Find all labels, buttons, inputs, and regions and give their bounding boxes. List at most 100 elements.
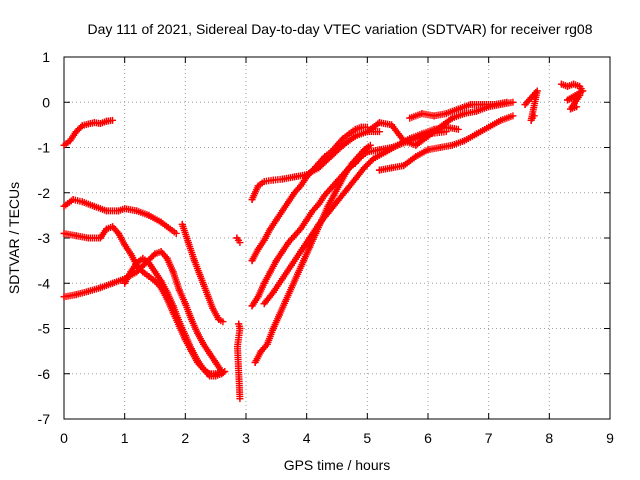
data-point [163, 288, 171, 296]
data-point [236, 239, 244, 247]
data-point [206, 349, 214, 357]
data-point [375, 119, 383, 127]
data-point [60, 229, 68, 237]
data-point [324, 209, 332, 217]
data-point [278, 248, 286, 256]
data-point [248, 257, 256, 265]
data-point [166, 225, 174, 233]
data-point [248, 196, 256, 204]
data-point [342, 186, 350, 194]
data-point [272, 257, 280, 265]
data-point [454, 125, 462, 133]
data-point [269, 288, 277, 296]
axis-ticks [63, 56, 611, 420]
data-point [260, 300, 268, 308]
data-point [121, 279, 129, 287]
data-point [102, 225, 110, 233]
data-point [366, 141, 374, 149]
data-point [187, 315, 195, 323]
data-points [60, 80, 587, 403]
data-point [303, 173, 311, 181]
data-point [360, 164, 368, 172]
data-point [275, 311, 283, 319]
data-point [424, 132, 432, 140]
data-point [564, 82, 572, 90]
y-tick-label: -6 [38, 366, 51, 382]
data-point [115, 229, 123, 237]
data-point [184, 239, 192, 247]
series-track-5 [121, 254, 229, 380]
data-point [72, 232, 80, 240]
series-track-9 [248, 123, 371, 265]
data-point [66, 137, 74, 145]
y-tick-label: -3 [38, 230, 51, 246]
series-track-11 [251, 141, 374, 366]
data-point [121, 205, 129, 213]
series-track-7 [233, 234, 244, 403]
data-point [530, 112, 538, 120]
data-point [157, 277, 165, 285]
data-point [84, 120, 92, 128]
data-point [497, 116, 505, 124]
data-point [181, 300, 189, 308]
data-point [215, 315, 223, 323]
series-track-1 [60, 116, 117, 149]
data-point [321, 153, 329, 161]
series-track-3 [60, 248, 226, 375]
data-point [436, 144, 444, 151]
data-point [72, 291, 80, 299]
data-point [557, 80, 565, 88]
data-point [151, 250, 159, 258]
data-point [460, 110, 468, 118]
data-point [175, 286, 183, 294]
data-point [448, 141, 456, 149]
data-point [272, 216, 280, 224]
data-point [266, 268, 274, 276]
data-point [573, 103, 581, 111]
data-point [509, 112, 517, 120]
data-point [181, 331, 189, 339]
data-point [368, 156, 376, 164]
series-track-17 [557, 80, 587, 113]
data-point [281, 297, 289, 305]
y-tick-label: -2 [38, 185, 51, 201]
data-point [418, 110, 426, 118]
data-point [412, 153, 420, 161]
data-point [412, 141, 420, 149]
data-point [234, 343, 242, 351]
series-track-2 [60, 196, 180, 237]
data-point [157, 218, 165, 226]
y-axis-label: SDTVAR / TECUs [6, 182, 22, 294]
data-point [278, 207, 286, 215]
data-point [375, 166, 383, 174]
data-point [288, 261, 295, 269]
data-point [351, 132, 359, 140]
data-point [306, 243, 314, 251]
y-tick-label: -1 [38, 140, 51, 156]
data-point [400, 137, 408, 145]
data-point [145, 259, 153, 267]
x-tick-label: 0 [60, 430, 68, 446]
data-point [491, 101, 499, 109]
data-point [345, 130, 353, 138]
data-point [327, 184, 335, 192]
data-point [339, 134, 347, 142]
data-point [330, 191, 338, 199]
data-point [96, 234, 104, 242]
data-point [303, 216, 311, 224]
data-point [436, 123, 444, 131]
data-point [473, 130, 481, 138]
data-point [339, 141, 347, 149]
data-point [394, 141, 402, 149]
data-point [139, 254, 147, 262]
data-point [466, 101, 474, 109]
data-point [219, 369, 227, 377]
data-point [348, 159, 356, 167]
data-point [254, 245, 262, 253]
data-point [363, 128, 371, 136]
data-point [284, 239, 292, 247]
data-point [327, 148, 335, 156]
data-point [297, 182, 305, 190]
series-track-6 [178, 220, 227, 326]
